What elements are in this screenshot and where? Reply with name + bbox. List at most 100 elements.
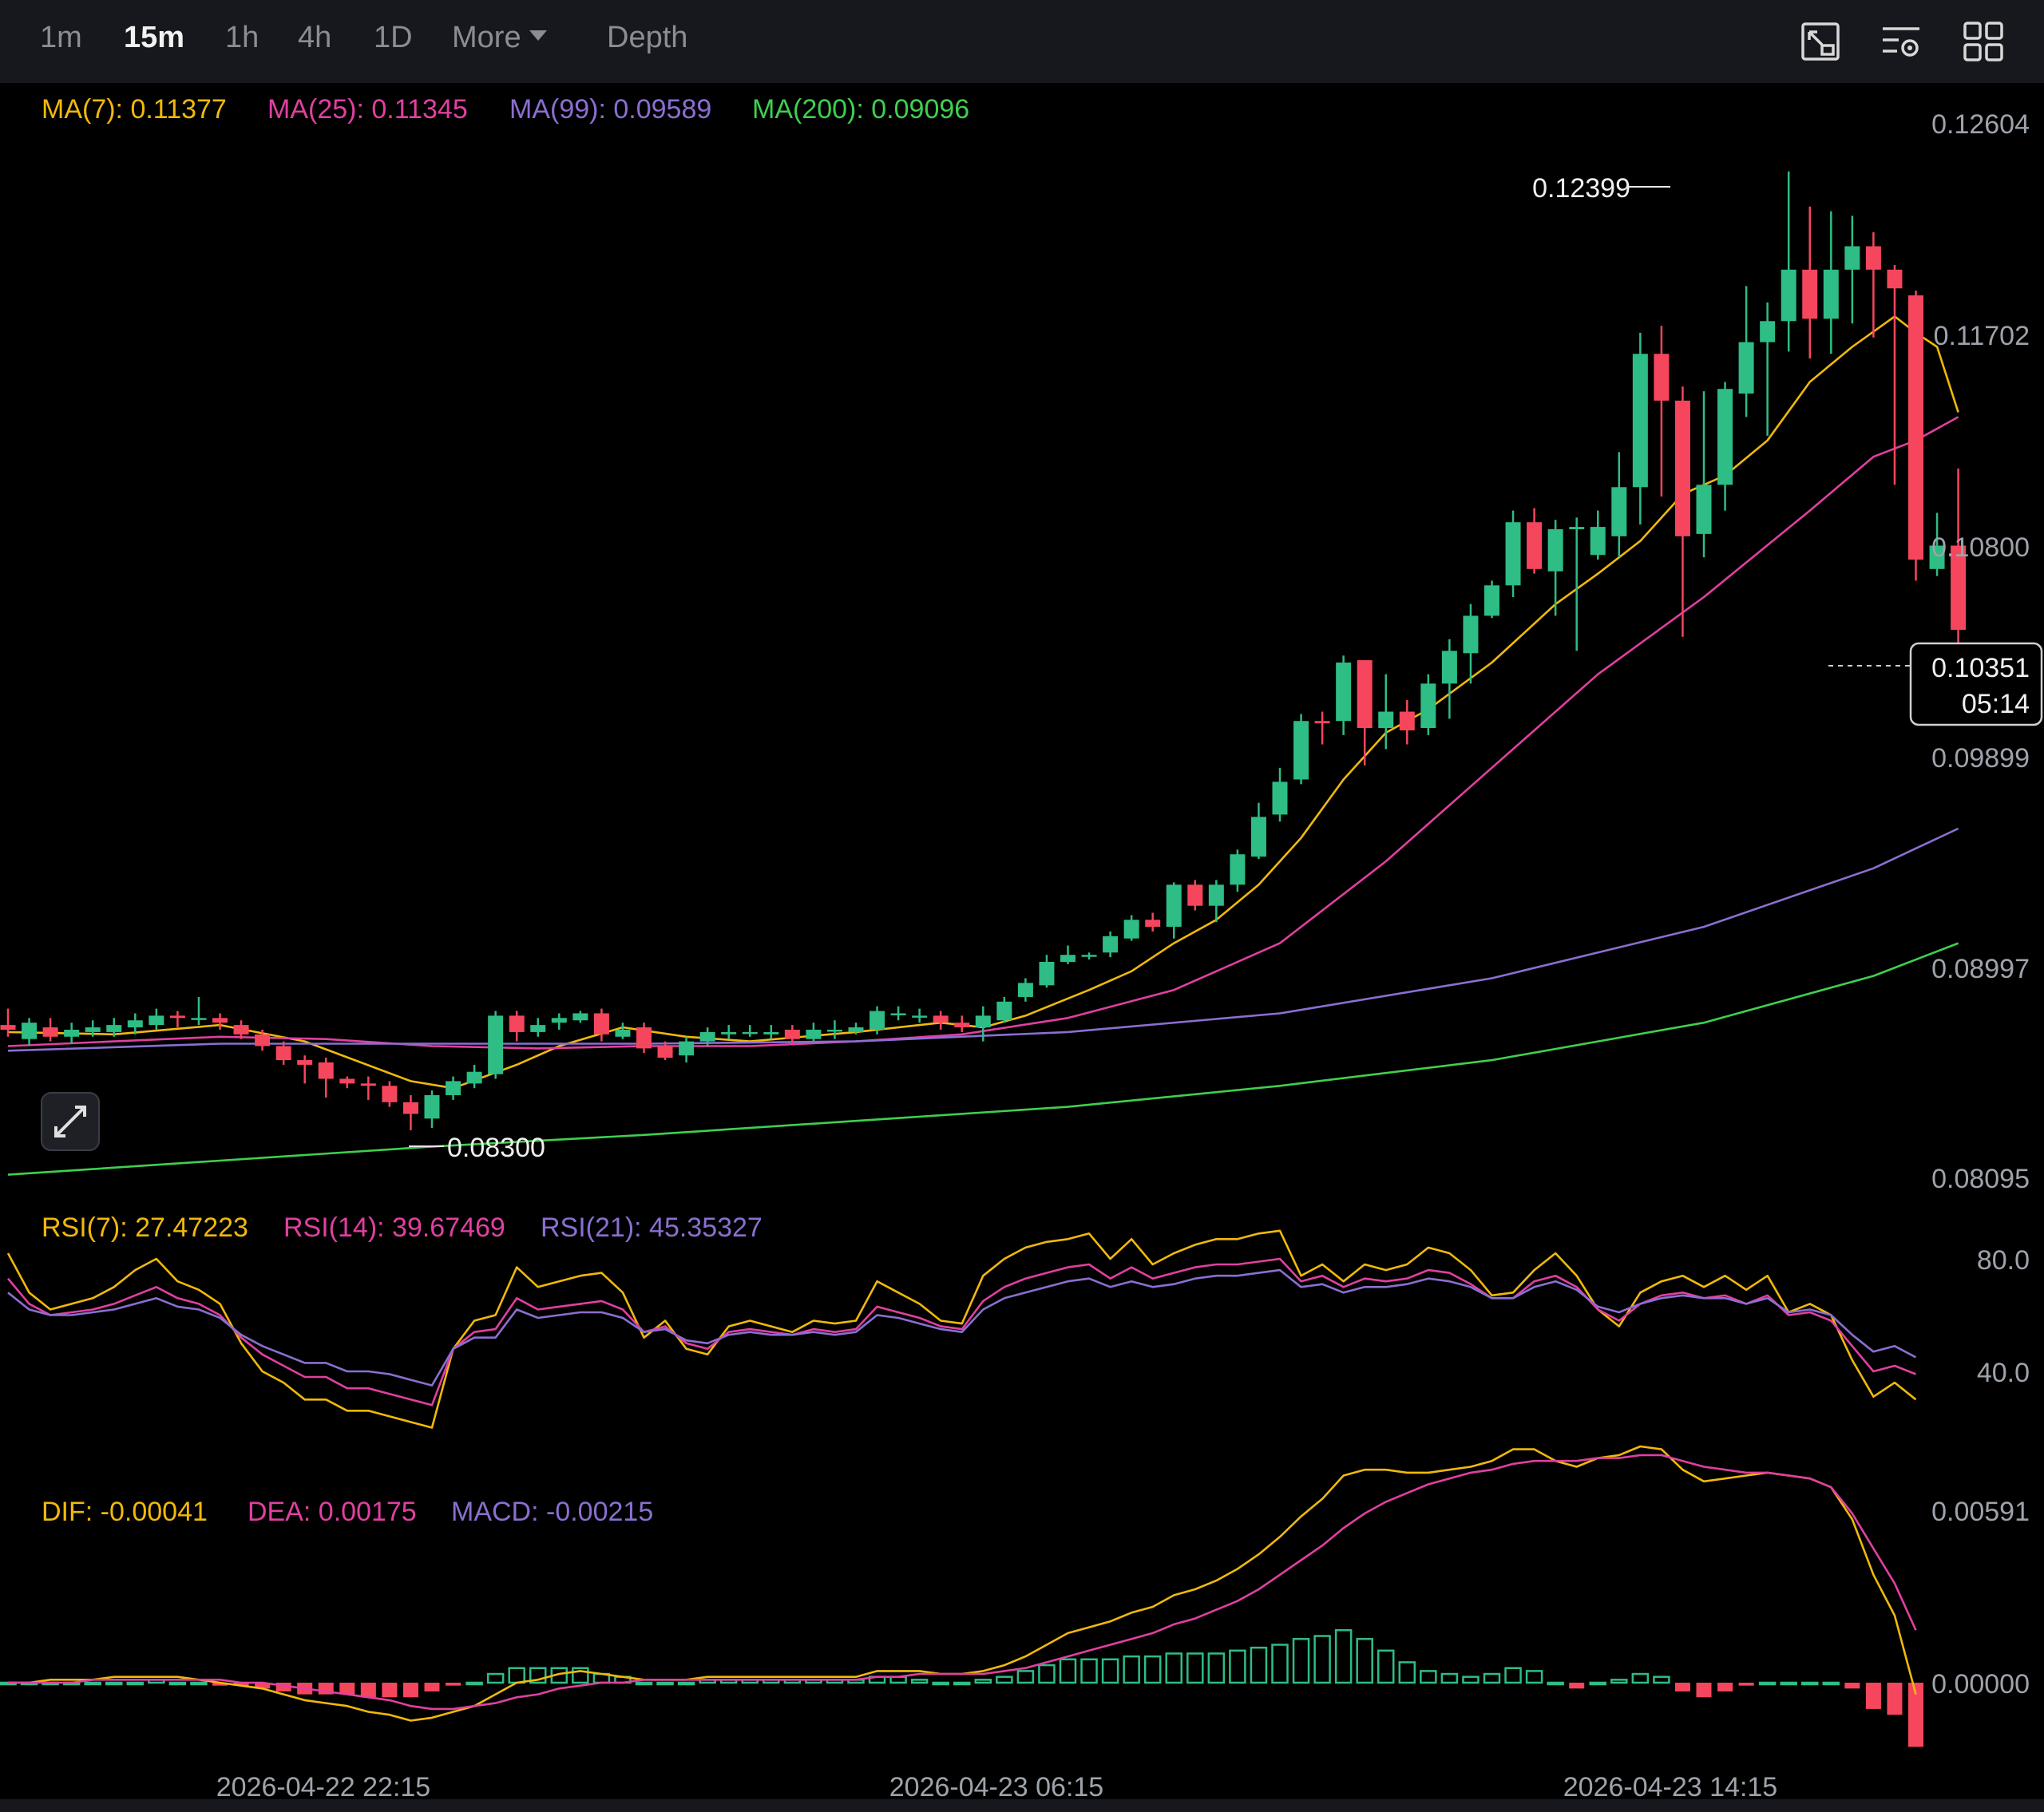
candle-body <box>1314 721 1330 724</box>
candle-body <box>1717 389 1733 485</box>
candle-body <box>1187 884 1203 906</box>
candle-body <box>1760 321 1776 342</box>
chart-type-icon[interactable] <box>1798 19 1843 64</box>
candle-body <box>191 1018 207 1020</box>
expand-button[interactable] <box>41 1092 100 1151</box>
candle-body <box>42 1027 58 1037</box>
macd-bar <box>1356 1637 1373 1684</box>
timeframe-toolbar: 1m 15m 1h 4h 1D More Depth <box>0 0 2044 83</box>
macd-bar <box>275 1683 291 1691</box>
macd-bar <box>446 1683 461 1686</box>
candle-body <box>826 1029 842 1032</box>
candle-body <box>1399 711 1415 730</box>
indicator-settings-icon[interactable] <box>1880 19 1924 64</box>
macd-bar <box>1207 1652 1226 1684</box>
candle-body <box>1017 983 1033 997</box>
macd-bar <box>1780 1681 1797 1686</box>
rsi14-legend: RSI(14): 39.67469 <box>283 1213 505 1243</box>
expand-icon <box>54 1106 86 1137</box>
candle-body <box>1039 962 1055 986</box>
macd-bar <box>1059 1658 1077 1684</box>
candle-body <box>1654 354 1670 401</box>
macd-bar <box>1038 1664 1056 1684</box>
macd-bar <box>1674 1683 1690 1691</box>
macd-bar <box>382 1683 398 1698</box>
candle-body <box>954 1023 970 1028</box>
macd-bar <box>1569 1683 1585 1689</box>
macd-tick: 0.00591 <box>1931 1497 2030 1527</box>
rsi-tick: 80.0 <box>1977 1245 2030 1276</box>
macd-bar <box>1525 1670 1543 1684</box>
candle-body <box>763 1031 779 1035</box>
macd-bar <box>1610 1679 1628 1684</box>
macd-bar <box>1186 1652 1204 1684</box>
candle-body <box>1420 683 1436 729</box>
macd-bar <box>1016 1670 1035 1684</box>
candle-body <box>1208 884 1224 906</box>
candle-body <box>593 1013 609 1035</box>
macd-bar <box>974 1679 992 1684</box>
ma99-line <box>7 827 1959 1052</box>
candle-body <box>1823 269 1839 319</box>
macd-bar <box>1801 1681 1819 1686</box>
candle-body <box>1908 295 1923 560</box>
candle-body <box>679 1041 695 1056</box>
ma200-legend: MA(200): 0.09096 <box>752 94 969 125</box>
candle-body <box>382 1086 398 1102</box>
macd-bar <box>677 1681 695 1686</box>
macd-bar <box>1101 1658 1119 1684</box>
macd-bar <box>1631 1672 1650 1684</box>
macd-bar <box>486 1672 505 1684</box>
candle-body <box>784 1029 800 1039</box>
candle-body <box>551 1018 567 1023</box>
time-label: 2026-04-22 22:15 <box>216 1772 430 1799</box>
low-price-label: 0.08300 <box>447 1133 545 1163</box>
grid-layout-icon[interactable] <box>1961 19 2006 64</box>
time-label: 2026-04-23 14:15 <box>1563 1772 1777 1799</box>
macd-bar <box>1271 1644 1289 1684</box>
candle-body <box>106 1025 122 1032</box>
candle-body <box>233 1025 249 1035</box>
macd-bar <box>255 1683 271 1689</box>
candle-body <box>657 1046 673 1058</box>
macd-histogram <box>0 1628 1923 1747</box>
candle-body <box>466 1071 482 1084</box>
candle-body <box>64 1029 80 1037</box>
tab-1h[interactable]: 1h <box>225 21 259 54</box>
macd-bar <box>996 1676 1013 1684</box>
macd-bar <box>1589 1681 1606 1686</box>
macd-legend: MACD: -0.00215 <box>451 1497 653 1527</box>
candle-body <box>318 1062 334 1079</box>
candle-body <box>1611 487 1627 536</box>
macd-bar <box>635 1681 653 1686</box>
rsi-tick: 40.0 <box>1977 1358 2030 1388</box>
dea-legend: DEA: 0.00175 <box>248 1497 417 1527</box>
ma99-legend: MA(99): 0.09589 <box>509 94 711 125</box>
macd-bar <box>84 1681 101 1686</box>
candle-body <box>1484 585 1499 616</box>
price-tick: 0.10800 <box>1931 532 2030 563</box>
tab-1d[interactable]: 1D <box>374 21 413 54</box>
candle-body <box>149 1015 164 1026</box>
candle-body <box>1230 854 1246 885</box>
tab-15m[interactable]: 15m <box>124 21 185 54</box>
current-price-label: 0.10351 <box>1931 653 2030 683</box>
candle-body <box>488 1015 504 1074</box>
macd-bar <box>1865 1683 1881 1709</box>
tab-1m[interactable]: 1m <box>40 21 82 54</box>
more-dropdown[interactable]: More <box>452 21 547 55</box>
candle-body <box>1674 400 1690 536</box>
macd-bar <box>1143 1655 1162 1684</box>
candle-body <box>275 1046 291 1061</box>
candle-body <box>572 1013 588 1021</box>
candle-body <box>1441 651 1457 684</box>
tab-4h[interactable]: 4h <box>298 21 332 54</box>
macd-bar <box>168 1681 187 1686</box>
kline-chart[interactable]: MA(7): 0.11377 MA(25): 0.11345 MA(99): 0… <box>0 83 2044 1799</box>
ma200-line <box>7 942 1959 1176</box>
macd-bar <box>529 1667 547 1684</box>
candle-body <box>255 1034 271 1046</box>
tab-depth[interactable]: Depth <box>607 21 688 54</box>
candle-body <box>806 1029 822 1039</box>
macd-bar <box>1717 1683 1733 1691</box>
